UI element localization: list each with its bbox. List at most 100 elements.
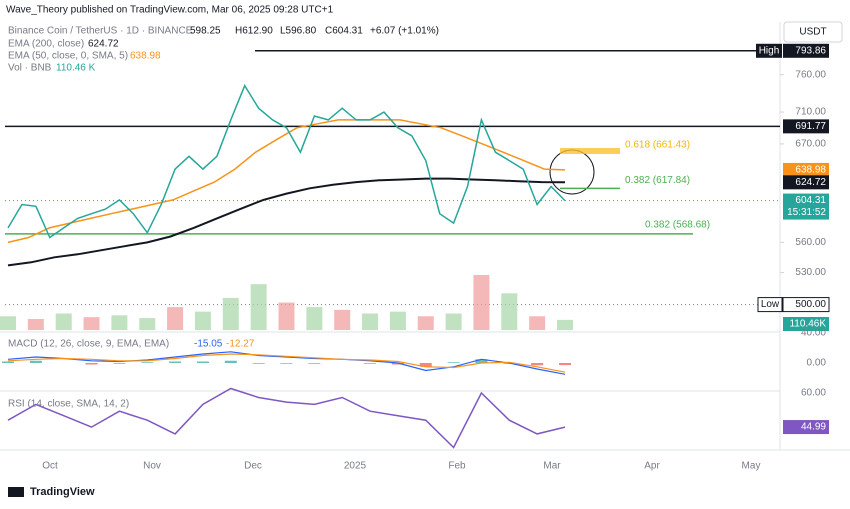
y-tick-label: 670.00: [795, 139, 826, 150]
volume-bar: [473, 275, 490, 330]
ema200-label: EMA (200, close): [8, 39, 84, 50]
low-badge: [782, 297, 830, 313]
volume-bar: [55, 313, 72, 330]
macd-line: [7, 351, 566, 375]
volume-bar: [222, 297, 239, 330]
price-badge-text: 793.86: [795, 45, 826, 56]
volume-badge: [783, 317, 829, 331]
volume-value: 110.46 K: [56, 63, 96, 74]
volume-badge-text: 110.46K: [789, 319, 826, 330]
price-badge: [783, 162, 829, 177]
macd-histogram: [447, 362, 460, 363]
fib-label: 0.382 (568.68): [645, 220, 710, 231]
signal-line: [7, 353, 566, 373]
time-label: Oct: [42, 461, 58, 472]
rsi-badge: [783, 420, 829, 435]
ohlc-value: H612.90: [235, 26, 273, 37]
volume-bar: [501, 293, 518, 330]
time-label: Dec: [244, 461, 262, 472]
tag: High: [759, 45, 780, 56]
y-tick-label: 560.00: [795, 237, 826, 248]
currency[interactable]: USDT: [799, 27, 826, 38]
volume-bar: [194, 311, 211, 330]
ema200-line: [7, 177, 566, 267]
macd-histogram: [308, 363, 321, 364]
symbol: Binance Coin / TetherUS · 1D · BINANCE: [8, 26, 193, 37]
macd-histogram: [475, 359, 488, 363]
brand: TradingView: [30, 486, 95, 498]
price-line: [7, 84, 566, 239]
ema50-value: 638.98: [130, 51, 161, 62]
tag-bg: [757, 297, 783, 313]
volume-bar: [557, 319, 573, 330]
macd-histogram: [391, 363, 404, 365]
last-price: 604.31: [795, 195, 826, 206]
macd-histogram: [419, 363, 432, 367]
price-badge: [783, 119, 829, 134]
rsi-label: RSI (14, close, SMA, 14, 2): [8, 399, 129, 410]
ohlc-value: C604.31: [325, 26, 363, 37]
volume-bar: [27, 319, 44, 330]
volume-bar: [139, 318, 156, 330]
macd-tick-label: 0.00: [807, 358, 827, 369]
volume-bar: [334, 309, 351, 330]
volume-bar: [83, 317, 100, 330]
macd-histogram: [280, 363, 293, 364]
volume-bar: [111, 315, 128, 330]
price-badge-text: 691.77: [795, 121, 826, 132]
countdown: 15:31:52: [787, 207, 826, 218]
price-badge: [783, 43, 829, 58]
macd-histogram: [364, 363, 377, 364]
volume-bar: [250, 284, 267, 330]
time-label: Mar: [543, 461, 561, 472]
macd-value: -15.05: [194, 339, 223, 350]
time-label: Feb: [448, 461, 466, 472]
signal-value: -12.27: [226, 339, 255, 350]
volume-bar: [0, 316, 16, 330]
fib-label: 0.382 (617.84): [625, 175, 690, 186]
volume-bar: [278, 302, 295, 330]
ema50-line: [7, 119, 566, 244]
time-label: Nov: [143, 461, 161, 472]
volume-bar: [167, 307, 184, 330]
rsi-badge-text: 44.99: [801, 422, 826, 433]
ema50-label: EMA (50, close, 0, SMA, 5): [8, 51, 128, 62]
macd-histogram: [531, 363, 544, 366]
macd-histogram: [141, 362, 154, 363]
macd-histogram: [2, 361, 14, 363]
last-price-badge: [783, 193, 829, 220]
tag-bg: [756, 43, 782, 58]
ema200-value: 624.72: [88, 39, 119, 50]
macd-histogram: [224, 360, 237, 363]
rsi-tick-label: 60.00: [801, 388, 826, 399]
price-badge-text: 638.98: [795, 165, 826, 176]
volume-bar: [362, 313, 379, 330]
volume-bar: [445, 313, 462, 330]
low-value: 500.00: [795, 299, 826, 310]
fib-band: [560, 147, 620, 154]
published-note: Wave_Theory published on TradingView.com…: [6, 5, 334, 16]
volume-label: Vol · BNB: [8, 63, 52, 74]
macd-histogram: [113, 363, 126, 364]
macd-histogram: [252, 363, 265, 364]
macd-histogram: [559, 363, 571, 366]
rsi-line: [7, 387, 566, 449]
volume-bar: [417, 316, 434, 330]
macd-histogram: [29, 360, 42, 363]
macd-tick-label: 40.00: [801, 328, 826, 339]
price-badge-text: 624.72: [795, 177, 826, 188]
y-tick-label: 760.00: [795, 69, 826, 80]
tag: Low: [761, 299, 780, 310]
macd-histogram: [169, 361, 182, 363]
y-tick-label: 710.00: [795, 107, 826, 118]
currency-button[interactable]: [783, 21, 843, 43]
volume-bar: [529, 316, 546, 330]
brand-logo: [8, 487, 24, 497]
volume-bar: [306, 307, 323, 330]
fib-label: 0.618 (661.43): [625, 140, 690, 151]
y-tick-label: 530.00: [795, 267, 826, 278]
macd-label: MACD (12, 26, close, 9, EMA, EMA): [8, 339, 169, 350]
macd-histogram: [196, 361, 209, 363]
